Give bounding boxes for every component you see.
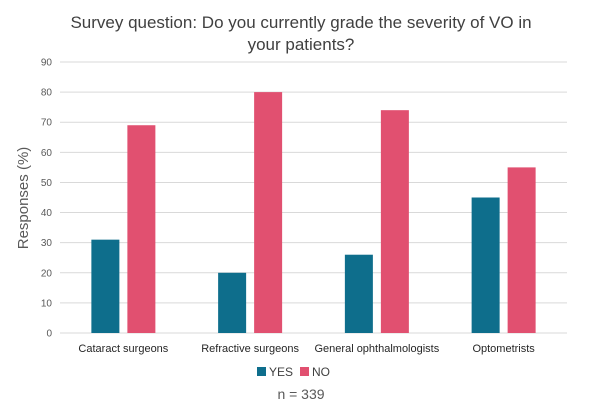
legend: YES NO — [257, 365, 330, 379]
x-category-label: General ophthalmologists — [315, 343, 440, 355]
y-tick-label: 60 — [41, 148, 53, 159]
y-tick-label: 90 — [41, 58, 53, 69]
sample-size-annotation: n = 339 — [277, 386, 324, 402]
x-axis-categories: Cataract surgeons Refractive surgeons Gene… — [78, 343, 535, 355]
x-category-label: Optometrists — [472, 343, 535, 355]
x-category-label: Refractive surgeons — [201, 343, 299, 355]
y-tick-label: 40 — [41, 208, 53, 219]
y-tick-label: 70 — [41, 118, 53, 129]
y-tick-label: 30 — [41, 238, 53, 249]
y-tick-label: 50 — [41, 178, 53, 189]
bar-no-general-ophthalmologists — [380, 110, 409, 333]
bar-no-cataract-surgeons — [127, 125, 156, 333]
y-tick-label: 20 — [41, 268, 53, 279]
y-axis-label: Responses (%) — [15, 147, 32, 250]
bar-no-refractive-surgeons — [254, 92, 283, 333]
y-axis-ticks: 0 10 20 30 40 50 60 70 80 90 — [41, 58, 53, 340]
bar-yes-refractive-surgeons — [218, 272, 247, 333]
y-tick-label: 80 — [41, 88, 53, 99]
bar-yes-cataract-surgeons — [91, 239, 120, 333]
legend-label-no: NO — [312, 365, 330, 379]
legend-swatch-yes — [257, 367, 266, 376]
chart-title-line-1: Survey question: Do you currently grade … — [70, 13, 531, 32]
legend-swatch-no — [300, 367, 309, 376]
y-tick-label: 10 — [41, 298, 53, 309]
bar-yes-optometrists — [471, 197, 500, 333]
x-category-label: Cataract surgeons — [78, 343, 168, 355]
y-tick-label: 0 — [46, 329, 52, 340]
bar-yes-general-ophthalmologists — [344, 254, 373, 333]
bar-no-optometrists — [507, 167, 536, 333]
legend-label-yes: YES — [269, 365, 293, 379]
chart-title-line-2: your patients? — [248, 35, 355, 54]
bars — [91, 92, 536, 333]
